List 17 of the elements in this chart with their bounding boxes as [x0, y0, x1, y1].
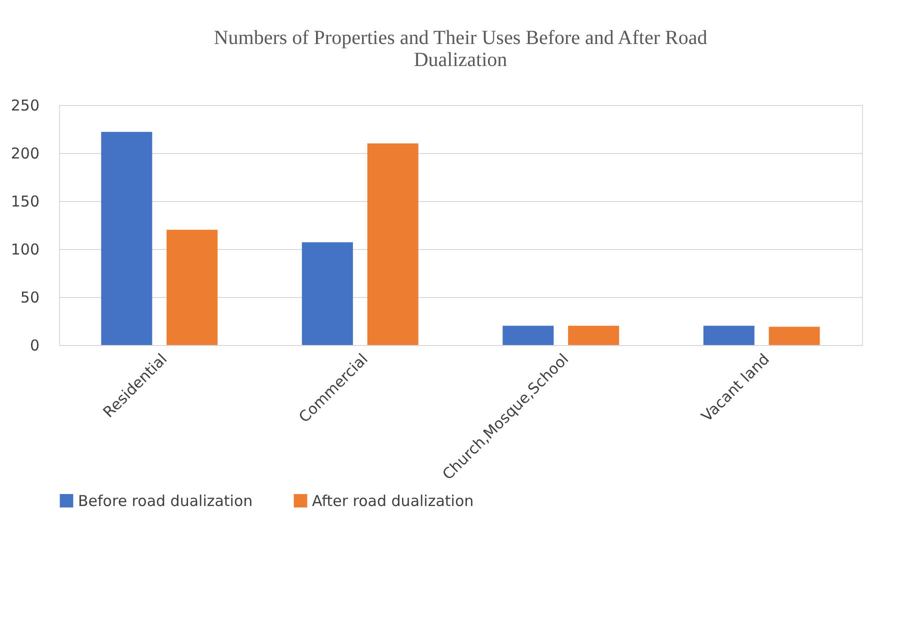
bar	[768, 326, 820, 345]
chart-title: Numbers of Properties and Their Uses Before and After Road Dualization	[214, 27, 708, 71]
y-tick-label: 0	[30, 336, 40, 354]
bar	[502, 326, 554, 345]
y-tick-label: 200	[10, 144, 40, 162]
bar	[302, 242, 353, 345]
legend-label: Before road dualization	[78, 492, 253, 510]
y-tick-label: 50	[20, 288, 40, 306]
bar	[367, 143, 418, 345]
y-tick-label: 100	[10, 240, 40, 258]
legend-label: After road dualization	[312, 492, 474, 510]
y-tick-label: 250	[10, 96, 40, 114]
bar	[568, 326, 620, 345]
bar	[166, 230, 218, 345]
bar	[703, 326, 754, 345]
y-tick-label: 150	[10, 192, 40, 210]
bar	[101, 132, 152, 345]
